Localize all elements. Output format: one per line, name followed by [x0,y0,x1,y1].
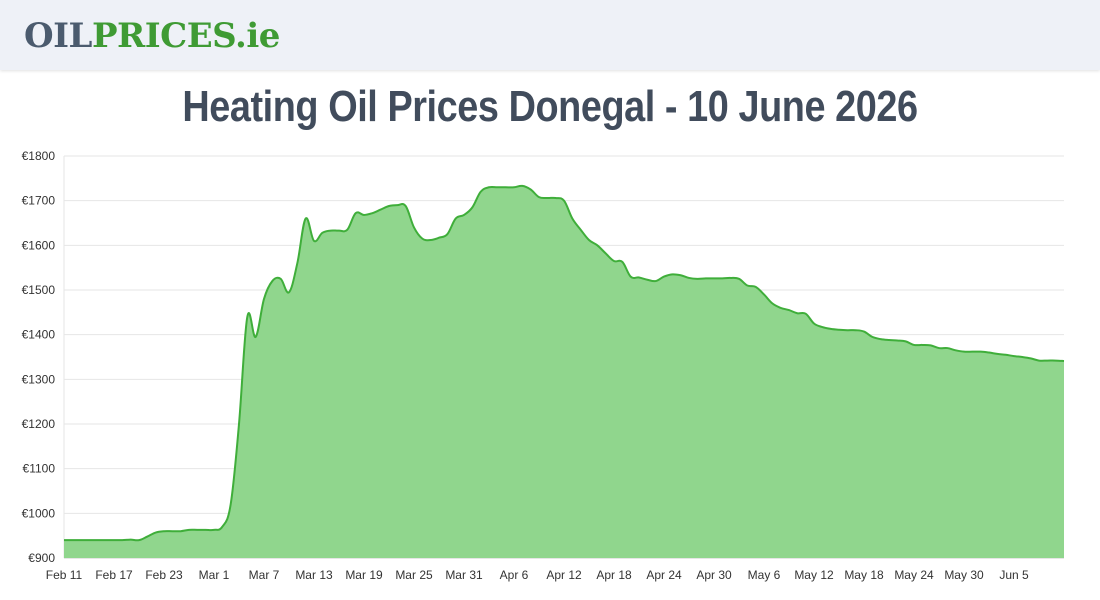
x-tick-label: May 18 [844,568,884,582]
x-tick-label: Feb 11 [46,568,83,582]
logo-prices: PRICES [91,16,236,56]
y-tick-label: €1300 [22,372,56,386]
y-tick-label: €1500 [22,283,56,297]
price-area [64,185,1064,558]
x-tick-label: Mar 25 [395,568,433,582]
y-tick-label: €1700 [22,194,56,208]
page-title: Heating Oil Prices Donegal - 10 June 202… [182,82,918,131]
y-tick-label: €1000 [22,506,56,520]
price-line [64,184,1065,542]
x-tick-label: Apr 6 [500,568,529,582]
logo-tld: .ie [234,16,280,56]
x-tick-label: Jun 5 [999,568,1029,582]
y-tick-label: €1800 [22,149,56,163]
x-tick-label: Apr 12 [546,568,582,582]
x-tick-label: Feb 23 [145,568,183,582]
logo-oil: OIL [24,16,92,56]
x-tick-label: Apr 24 [646,568,682,582]
y-axis-ticks: €900 €1000 €1100 €1200 €1300 €1400 €1500 €1600 €… [22,149,56,565]
x-tick-label: Feb 17 [95,568,133,582]
x-tick-label: Mar 1 [199,568,230,582]
site-header: OILPRICES.ie [0,0,1100,70]
x-tick-label: May 6 [748,568,781,582]
x-tick-label: Apr 18 [596,568,632,582]
x-tick-label: Apr 30 [696,568,732,582]
y-tick-label: €900 [28,551,55,565]
x-tick-label: May 12 [794,568,834,582]
x-tick-label: May 24 [894,568,934,582]
y-tick-label: €1100 [23,462,56,476]
x-tick-label: Mar 13 [295,568,333,582]
x-axis-ticks: Feb 11 Feb 17 Feb 23 Mar 1 Mar 7 Mar 13 Mar 19… [46,568,1029,582]
y-tick-label: €1400 [22,328,56,342]
x-tick-label: Mar 31 [445,568,483,582]
y-tick-label: €1600 [22,238,56,252]
y-tick-label: €1200 [22,417,56,431]
x-tick-label: May 30 [944,568,984,582]
x-tick-label: Mar 19 [345,568,383,582]
site-logo[interactable]: OILPRICES.ie [24,16,280,56]
x-tick-label: Mar 7 [249,568,280,582]
